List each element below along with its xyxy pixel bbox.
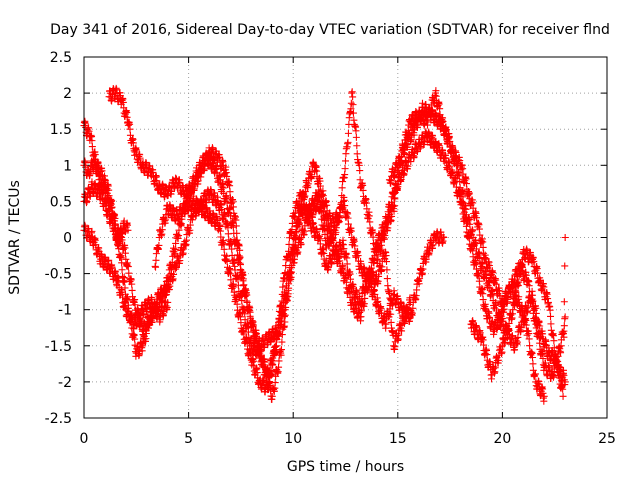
- data-point: [561, 313, 569, 321]
- y-tick-label: -2.5: [45, 411, 72, 427]
- data-point: [352, 133, 360, 141]
- data-point: [349, 93, 357, 101]
- data-point: [118, 259, 126, 267]
- data-point: [369, 233, 377, 241]
- data-point: [121, 284, 129, 292]
- data-point: [224, 230, 232, 238]
- data-point: [224, 224, 232, 232]
- data-point: [344, 214, 352, 222]
- data-point: [118, 266, 126, 274]
- data-point: [293, 227, 301, 235]
- data-point: [390, 202, 398, 210]
- y-tick-label: 0: [63, 231, 72, 247]
- data-point: [560, 322, 568, 330]
- data-point: [175, 226, 183, 234]
- data-point: [341, 171, 349, 179]
- y-tick-label: 2.5: [50, 50, 72, 66]
- y-tick-label: -1: [58, 303, 72, 319]
- data-point: [277, 346, 285, 354]
- data-point: [365, 212, 373, 220]
- x-axis-title: GPS time / hours: [287, 459, 404, 475]
- data-point: [536, 339, 544, 347]
- data-point: [124, 263, 132, 271]
- data-point: [356, 167, 364, 175]
- data-point: [352, 127, 360, 135]
- data-point: [268, 392, 276, 400]
- data-point: [128, 286, 136, 294]
- x-tick-label: 25: [598, 431, 616, 447]
- data-point: [128, 280, 136, 288]
- data-point: [557, 342, 565, 350]
- x-tick-label: 0: [80, 431, 89, 447]
- data-point: [525, 282, 533, 290]
- data-point: [366, 218, 374, 226]
- data-point: [557, 349, 565, 357]
- series-track-3: [105, 84, 548, 405]
- data-point: [344, 138, 352, 146]
- data-point: [539, 354, 547, 362]
- data-point: [344, 129, 352, 137]
- y-tick-label: 1.5: [50, 122, 72, 138]
- y-tick-label: 2: [63, 86, 72, 102]
- y-tick-label: 1: [63, 158, 72, 174]
- data-layer: [80, 84, 569, 405]
- data-point: [272, 342, 280, 350]
- y-tick-label: -0.5: [45, 267, 72, 283]
- y-tick-label: -2: [58, 375, 72, 391]
- data-point: [475, 225, 483, 233]
- data-point: [271, 379, 279, 387]
- data-point: [88, 137, 96, 145]
- data-point: [228, 245, 236, 253]
- data-point: [341, 202, 349, 210]
- x-tick-label: 5: [184, 431, 193, 447]
- data-point: [353, 142, 361, 150]
- y-axis-title: SDTVAR / TECUs: [7, 180, 23, 295]
- data-point: [338, 184, 346, 192]
- data-point: [409, 304, 417, 312]
- tick-label-layer: 0 5 10 15 20 25 -2.5 -2 -1.5 -1 -0.5 0 0.5 1 1.5 2 2.5: [45, 50, 616, 447]
- data-point: [234, 275, 242, 283]
- data-point: [342, 157, 349, 165]
- y-tick-label: 0.5: [50, 194, 72, 210]
- data-point: [230, 256, 238, 264]
- data-point: [479, 243, 487, 251]
- data-point: [349, 101, 357, 109]
- data-point: [171, 245, 179, 253]
- data-point: [436, 105, 444, 113]
- x-tick-label: 20: [493, 431, 511, 447]
- x-tick-label: 10: [284, 431, 302, 447]
- data-point: [321, 230, 329, 238]
- data-point: [121, 249, 129, 257]
- data-point: [359, 186, 367, 194]
- data-point: [275, 363, 283, 371]
- data-point: [278, 338, 286, 346]
- data-point: [347, 227, 355, 235]
- data-point: [131, 335, 139, 343]
- chart-title: Day 341 of 2016, Sidereal Day-to-day VTE…: [50, 22, 610, 38]
- data-point: [296, 215, 304, 223]
- y-tick-label: -1.5: [45, 339, 72, 355]
- data-point: [347, 99, 355, 107]
- x-tick-label: 15: [389, 431, 407, 447]
- data-point: [440, 234, 448, 241]
- data-point: [341, 165, 349, 173]
- data-point: [349, 109, 357, 117]
